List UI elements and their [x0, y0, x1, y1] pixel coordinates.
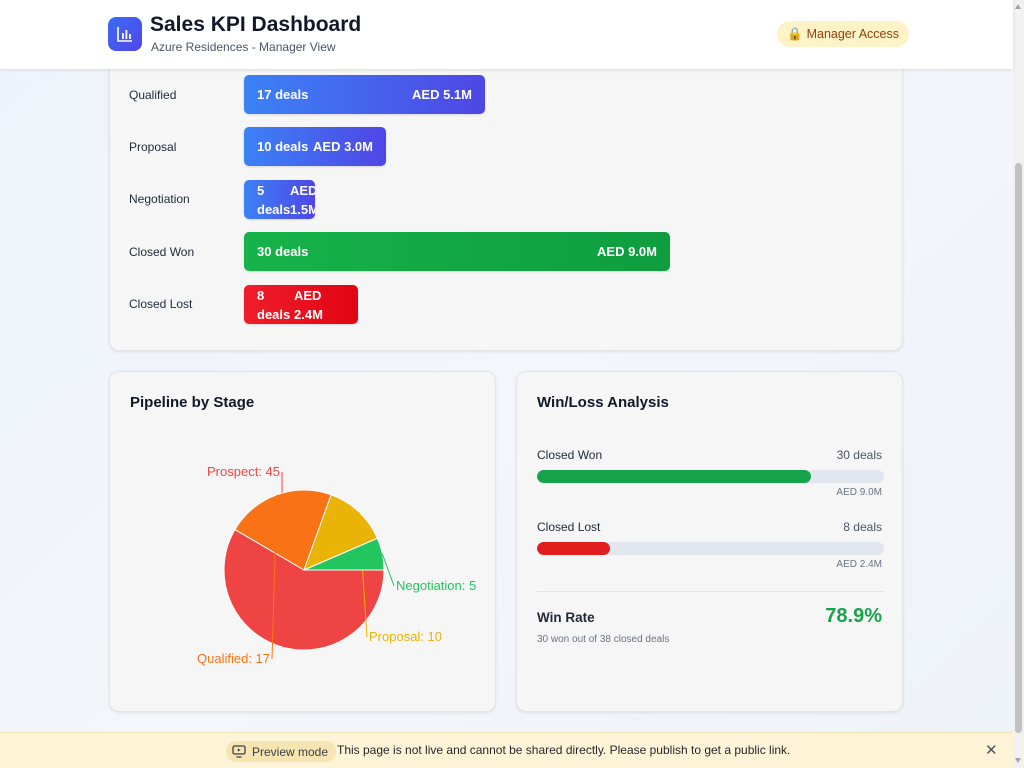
close-icon[interactable]: ✕: [985, 742, 998, 759]
pie-label-negotiation: Negotiation: 5: [396, 578, 476, 593]
funnel-bar-deals: 5 deals: [257, 183, 291, 217]
funnel-bar-closed-won[interactable]: 30 deals AED 9.0M: [244, 232, 670, 271]
app-header: Sales KPI Dashboard Azure Residences - M…: [0, 0, 1013, 69]
stage-label-proposal: Proposal: [129, 140, 177, 154]
lost-amount: AED 2.4M: [836, 559, 882, 570]
funnel-bar-amount: AED 2.4M: [294, 288, 323, 322]
monitor-play-icon: [232, 745, 246, 758]
pie-leader-line: [271, 494, 278, 660]
pie-label-proposal: Proposal: 10: [369, 629, 442, 644]
pie-leader-line: [358, 511, 368, 638]
scroll-down-arrow[interactable]: [1015, 758, 1021, 763]
stage-label-negotiation: Negotiation: [129, 192, 190, 206]
funnel-bar-deals: 8 deals: [257, 288, 291, 322]
bar-chart-icon: [108, 17, 142, 51]
funnel-bar-deals: 30 deals: [257, 244, 309, 259]
funnel-bar-negotiation[interactable]: 5 deals AED 1.5M: [244, 180, 315, 219]
access-badge-label: Manager Access: [806, 27, 899, 41]
access-badge: 🔒 Manager Access: [777, 21, 909, 47]
funnel-bar-amount: AED 9.0M: [597, 244, 657, 259]
preview-mode-pill: Preview mode: [226, 741, 337, 762]
pie-slice-prospect[interactable]: [223, 528, 385, 651]
divider: [537, 591, 884, 592]
scroll-thumb[interactable]: [1015, 163, 1022, 733]
win-rate-note: 30 won out of 38 closed deals: [537, 634, 670, 645]
pie-slice-negotiation[interactable]: [303, 537, 385, 571]
funnel-bar-deals: 10 deals: [257, 139, 309, 154]
funnel-bar-amount: AED 3.0M: [313, 139, 373, 154]
pie-label-qualified: Qualified: 17: [197, 651, 270, 666]
won-label: Closed Won: [537, 448, 603, 462]
stage-label-closed-won: Closed Won: [129, 245, 195, 259]
stage-label-closed-lost: Closed Lost: [129, 297, 193, 311]
funnel-bar-amount: AED 1.5M: [290, 183, 315, 217]
funnel-card: [109, 40, 903, 351]
funnel-bar-amount: AED 5.1M: [412, 87, 472, 102]
page-scrollbar[interactable]: [1013, 0, 1024, 768]
won-progress-track: [537, 470, 884, 483]
won-amount: AED 9.0M: [836, 487, 882, 498]
pipeline-pie-chart: Prospect: 45 Qualified: 17 Proposal: 10 Neg…: [197, 464, 476, 666]
won-progress-fill: [537, 470, 811, 483]
pipeline-card: Pipeline by Stage Prospect: 45 Qualified:…: [109, 371, 496, 712]
funnel-bar-qualified[interactable]: 17 deals AED 5.1M: [244, 75, 485, 114]
pie-label-prospect: Prospect: 45: [207, 464, 280, 479]
stage-label-qualified: Qualified: [129, 88, 177, 102]
preview-message: This page is not live and cannot be shar…: [337, 743, 791, 757]
won-count: 30 deals: [836, 448, 882, 462]
pie-leader-line: [381, 553, 395, 587]
lost-progress-fill: [537, 542, 611, 555]
lost-count: 8 deals: [843, 520, 882, 534]
app-title: Sales KPI Dashboard: [150, 13, 362, 36]
lock-icon: 🔒: [787, 26, 803, 41]
preview-mode-label: Preview mode: [252, 744, 329, 759]
win-rate-value: 78.9%: [825, 605, 882, 627]
pipeline-card-title: Pipeline by Stage: [130, 394, 255, 411]
scroll-up-arrow[interactable]: [1015, 4, 1021, 9]
lost-label: Closed Lost: [537, 520, 601, 534]
funnel-bar-closed-lost[interactable]: 8 deals AED 2.4M: [244, 285, 358, 324]
winloss-card: Win/Loss Analysis Closed Won 30 deals AE…: [516, 371, 903, 712]
preview-banner: Preview mode This page is not live and c…: [0, 732, 1013, 768]
winloss-card-title: Win/Loss Analysis: [537, 394, 669, 411]
app-subtitle: Azure Residences - Manager View: [151, 40, 336, 54]
win-rate-label: Win Rate: [537, 610, 595, 625]
lost-progress-track: [537, 542, 884, 555]
funnel-bar-deals: 17 deals: [257, 87, 309, 102]
funnel-bar-proposal[interactable]: 10 deals AED 3.0M: [244, 127, 386, 166]
